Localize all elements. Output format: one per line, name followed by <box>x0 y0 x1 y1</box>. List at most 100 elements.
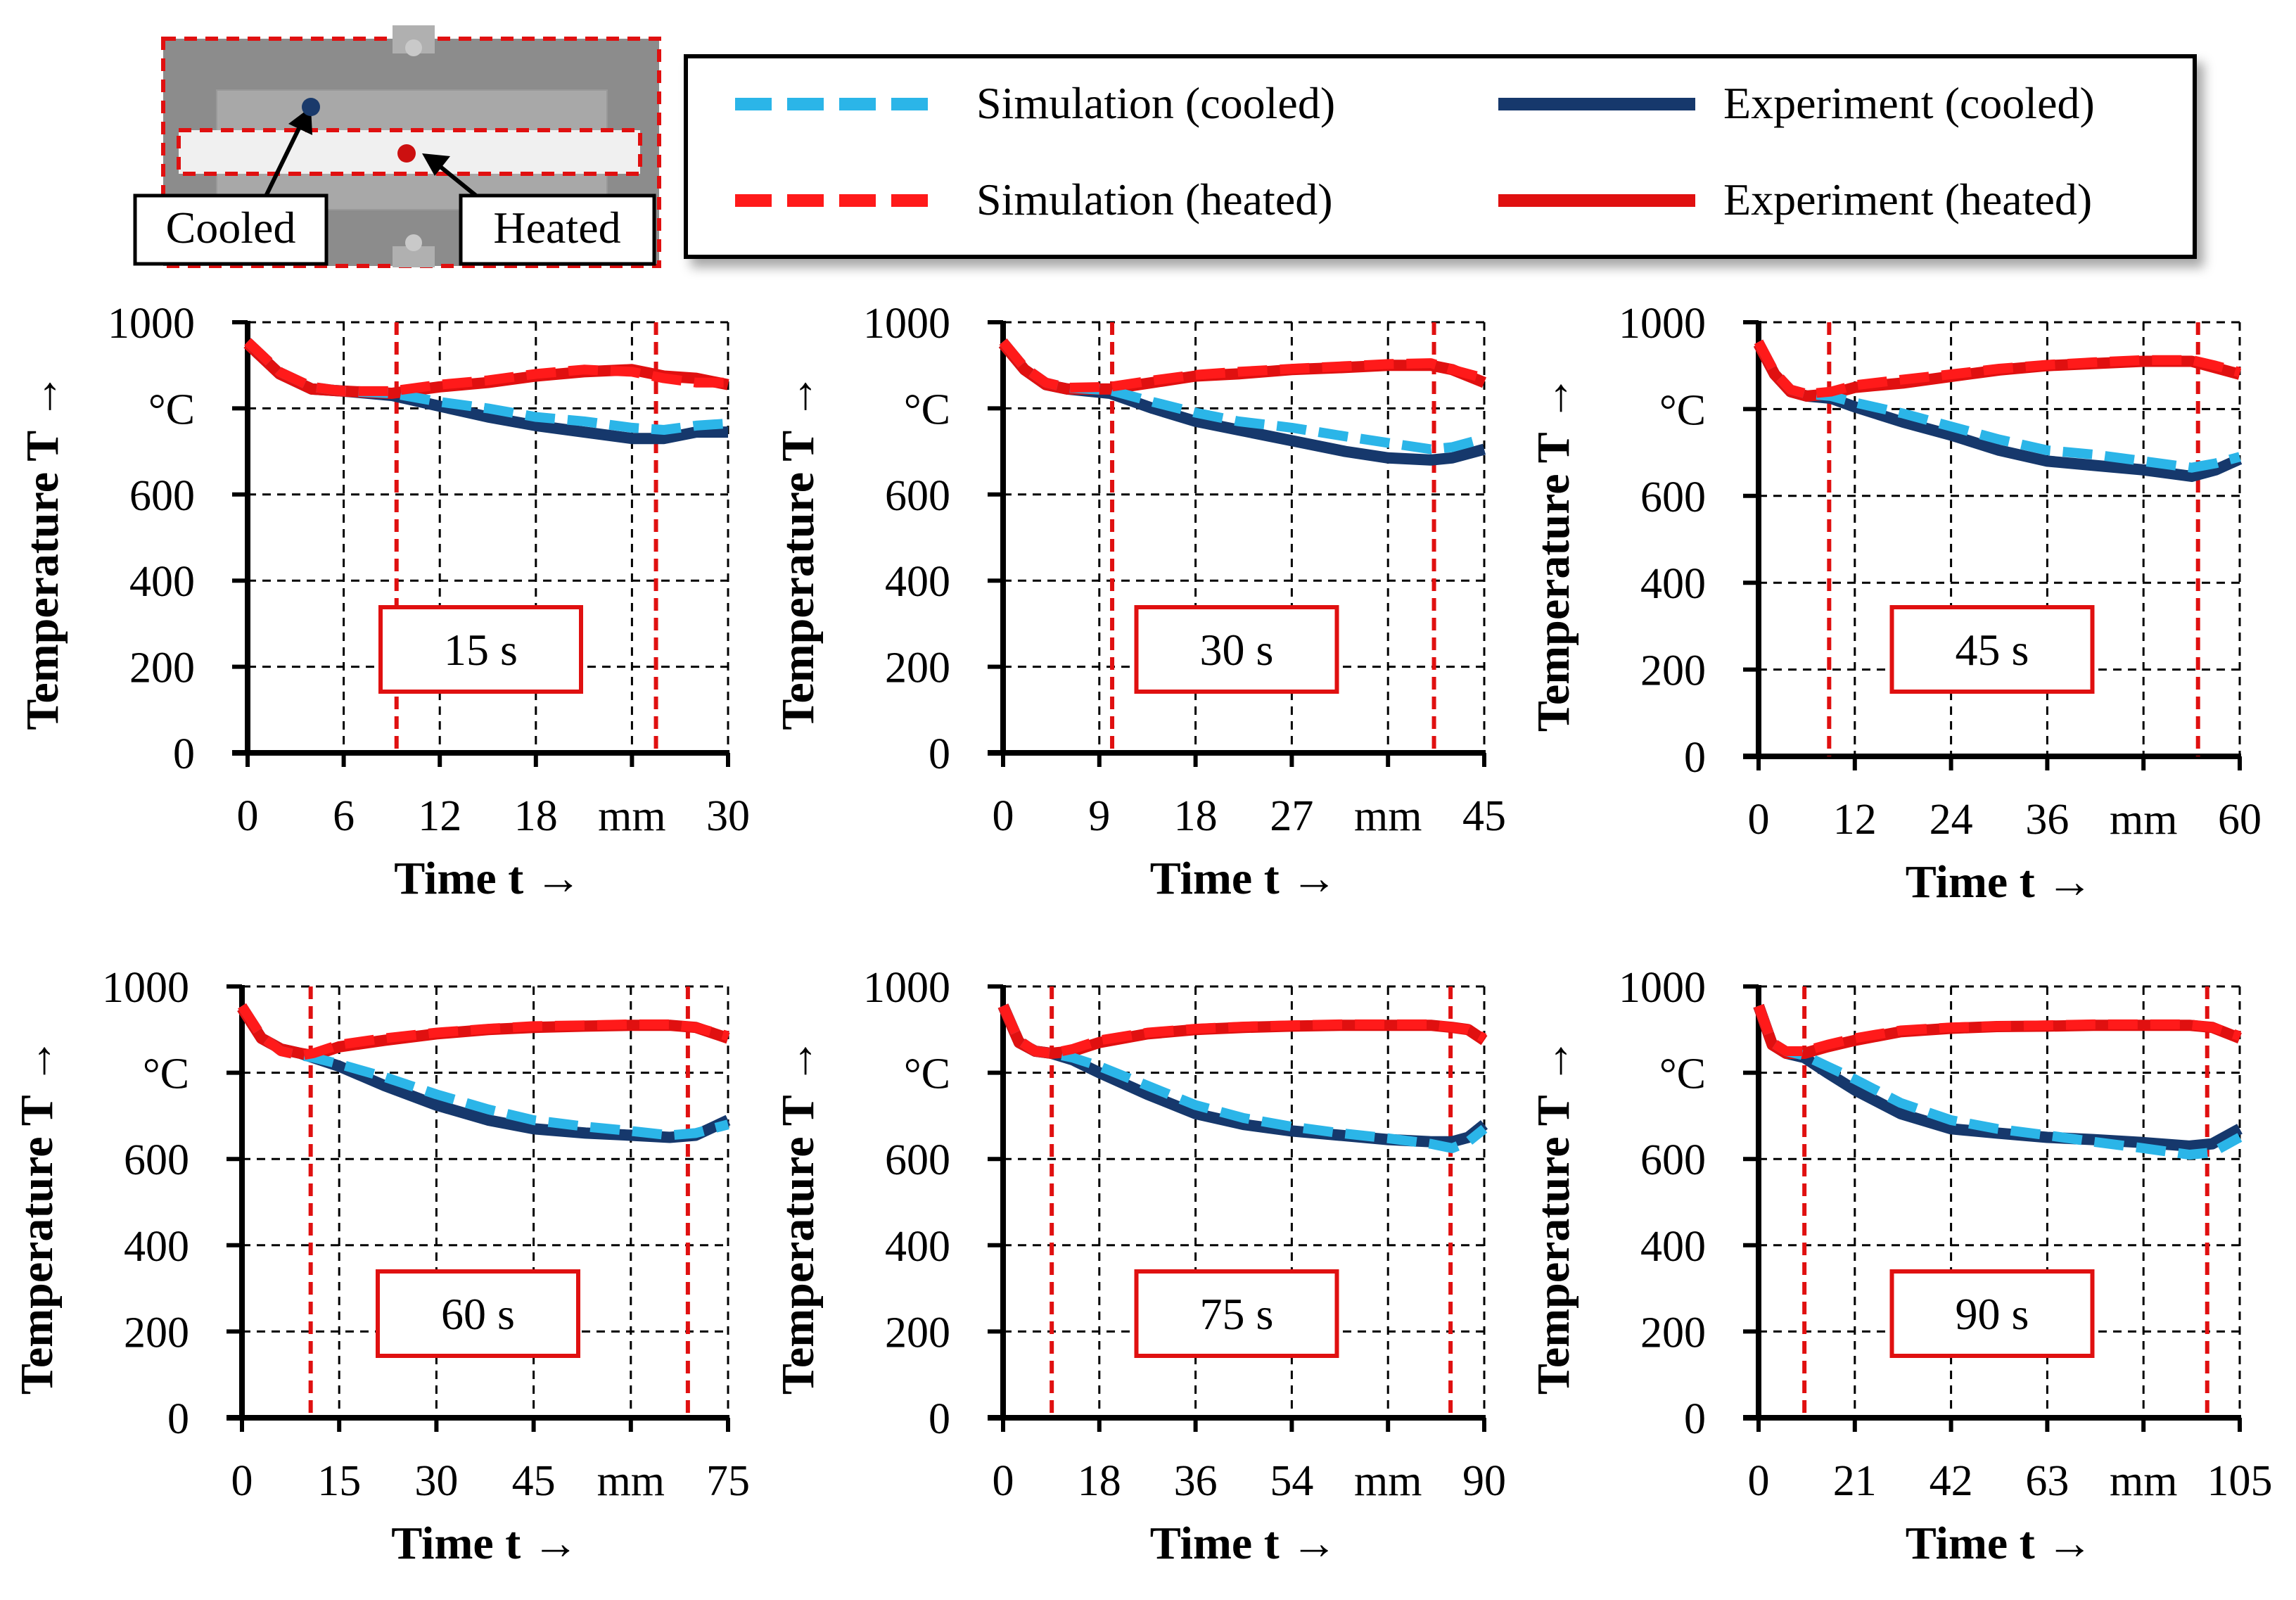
legend-label-sim-heated: Simulation (heated) <box>976 174 1333 224</box>
cooled-point <box>302 98 320 116</box>
panel-title: 15 s <box>444 625 518 675</box>
x-tick-label: 12 <box>418 792 461 840</box>
x-tick-label: 18 <box>1078 1457 1121 1505</box>
y-tick-label: 0 <box>173 730 195 778</box>
y-tick-label: °C <box>904 1050 950 1098</box>
y-axis-title: Temperature T → <box>11 1038 63 1395</box>
x-tick-label: 75 <box>706 1457 750 1505</box>
panel-title-box <box>1134 1269 1339 1358</box>
y-tick-label: °C <box>1659 1050 1706 1098</box>
y-tick-label: °C <box>148 386 195 433</box>
x-tick-label: 0 <box>231 1457 253 1505</box>
series-line-simulation-heated <box>1754 339 2241 399</box>
chart-panel-5: 0 200 400 600 °C 1000 0 18 36 54 mm 90 Time t → Tempe… <box>772 964 1506 1569</box>
heated-arrowhead <box>422 153 450 176</box>
x-tick-label: mm <box>2110 1457 2177 1505</box>
x-tick-label: 0 <box>993 792 1014 840</box>
panel-title: 45 s <box>1956 625 2029 675</box>
heated-point <box>397 144 416 163</box>
x-tick-label: 90 <box>1462 1457 1506 1505</box>
x-tick-label: 60 <box>2218 796 2262 844</box>
x-axis-title: Time t → <box>394 853 581 904</box>
x-tick-label: 45 <box>1462 792 1506 840</box>
x-tick-label: 21 <box>1833 1457 1877 1505</box>
legend-box <box>684 54 2197 259</box>
x-tick-label: 36 <box>2025 796 2069 844</box>
y-tick-label: 200 <box>1640 647 1706 695</box>
x-tick-label: 0 <box>993 1457 1014 1505</box>
x-tick-label: 15 <box>317 1457 361 1505</box>
chart-panel-3: 0 200 400 600 °C 1000 0 12 24 36 mm 60 Time t → Tempe… <box>1528 300 2262 908</box>
legend-label-exp-heated: Experiment (heated) <box>1723 174 2092 224</box>
x-tick-label: 18 <box>1174 792 1218 840</box>
panel-title: 90 s <box>1956 1289 2029 1339</box>
x-axis-title: Time t → <box>1150 853 1337 904</box>
x-tick-label: 45 <box>512 1457 556 1505</box>
x-tick-label: 105 <box>2207 1457 2273 1505</box>
x-tick-label: 54 <box>1270 1457 1313 1505</box>
x-tick-label: mm <box>1354 792 1422 840</box>
specimen-inset: Cooled Heated <box>133 25 661 268</box>
x-tick-label: 12 <box>1833 796 1877 844</box>
cooled-label-box <box>133 193 329 266</box>
y-tick-label: 1000 <box>108 300 195 348</box>
y-axis-title: Temperature T → <box>1528 375 1579 732</box>
x-tick-label: 63 <box>2025 1457 2069 1505</box>
specimen-hole-bottom <box>405 234 422 251</box>
legend-label-sim-cooled: Simulation (cooled) <box>976 78 1335 128</box>
y-tick-label: 0 <box>929 730 950 778</box>
y-tick-label: °C <box>143 1050 189 1098</box>
y-tick-label: 0 <box>1684 1395 1706 1443</box>
x-axis-title: Time t → <box>391 1518 578 1569</box>
panel-title: 60 s <box>441 1289 515 1339</box>
y-axis-title: Temperature T → <box>772 1038 824 1395</box>
y-tick-label: 600 <box>885 472 950 520</box>
y-tick-label: 400 <box>129 558 195 606</box>
y-axis-title: Temperature T → <box>1528 1038 1579 1395</box>
y-tick-label: 0 <box>167 1395 189 1443</box>
x-tick-label: 36 <box>1174 1457 1218 1505</box>
x-tick-label: 0 <box>237 792 259 840</box>
legend: Simulation (cooled) Experiment (cooled) … <box>684 54 2197 259</box>
x-tick-label: 0 <box>1748 1457 1770 1505</box>
panel-title-box <box>1889 1269 2095 1358</box>
specimen-hole-top <box>405 39 422 56</box>
x-tick-label: 6 <box>333 792 355 840</box>
chart-panel-2: 0 200 400 600 °C 1000 0 9 18 27 mm 45 Time t → Temper… <box>772 300 1506 904</box>
chart-panel-1: 0 200 400 600 °C 1000 0 6 12 18 mm 30 Time t → Temper… <box>17 300 750 904</box>
y-tick-label: 1000 <box>863 964 950 1012</box>
y-tick-label: 0 <box>1684 734 1706 782</box>
panel-title: 30 s <box>1200 625 1274 675</box>
x-tick-label: 9 <box>1088 792 1110 840</box>
heated-label-box <box>459 193 656 266</box>
panel-title: 75 s <box>1200 1289 1274 1339</box>
x-tick-label: 42 <box>1930 1457 1973 1505</box>
y-tick-label: 400 <box>1640 560 1706 608</box>
panel-title-box <box>1134 605 1339 694</box>
y-tick-label: 400 <box>885 558 950 606</box>
panel-title-box <box>378 605 583 694</box>
y-tick-label: 200 <box>129 645 195 692</box>
x-axis-title: Time t → <box>1906 856 2093 908</box>
legend-label-exp-cooled: Experiment (cooled) <box>1723 78 2095 128</box>
panel-title-box <box>1889 605 2095 694</box>
y-tick-label: 600 <box>129 472 195 520</box>
x-tick-label: mm <box>1354 1457 1422 1505</box>
y-tick-label: 400 <box>124 1223 189 1271</box>
y-tick-label: 0 <box>929 1395 950 1443</box>
y-tick-label: 200 <box>124 1309 189 1357</box>
y-tick-label: 600 <box>1640 1136 1706 1184</box>
series-line-simulation-heated <box>998 1003 1487 1058</box>
series-line-simulation-cooled <box>244 338 729 435</box>
x-axis-title: Time t → <box>1906 1518 2093 1569</box>
series-line-simulation-heated <box>244 338 728 396</box>
y-tick-label: 200 <box>885 1309 950 1357</box>
x-tick-label: 24 <box>1930 796 1973 844</box>
y-tick-label: 400 <box>885 1223 950 1271</box>
y-axis-title: Temperature T → <box>17 373 68 730</box>
y-tick-label: 200 <box>1640 1309 1706 1357</box>
x-tick-label: 30 <box>414 1457 458 1505</box>
chart-panel-6: 0 200 400 600 °C 1000 0 21 42 63 mm 105 Time t → Temp… <box>1528 964 2273 1569</box>
y-tick-label: 600 <box>124 1136 189 1184</box>
